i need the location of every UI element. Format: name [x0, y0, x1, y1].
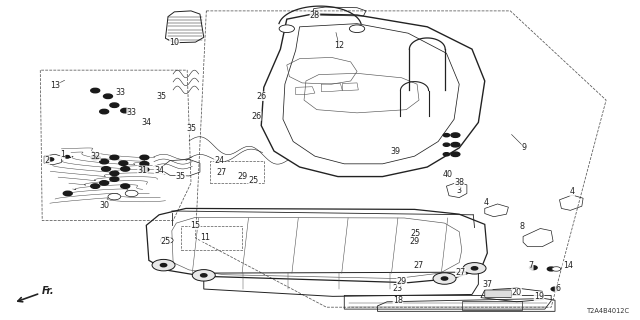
Circle shape: [47, 158, 54, 161]
Circle shape: [100, 159, 109, 164]
Text: 33: 33: [116, 88, 125, 97]
FancyBboxPatch shape: [484, 290, 511, 298]
Circle shape: [63, 191, 72, 196]
Circle shape: [451, 133, 460, 137]
Text: Fr.: Fr.: [42, 286, 54, 296]
Circle shape: [125, 190, 138, 197]
Text: 27: 27: [414, 261, 424, 270]
Circle shape: [444, 133, 450, 137]
Text: 40: 40: [443, 170, 452, 179]
Text: T2A4B4012C: T2A4B4012C: [587, 308, 630, 314]
Circle shape: [161, 237, 173, 244]
Circle shape: [200, 274, 207, 277]
Text: 18: 18: [393, 296, 403, 305]
Text: 25: 25: [161, 237, 171, 246]
Circle shape: [192, 270, 215, 281]
Circle shape: [161, 264, 167, 267]
Circle shape: [91, 184, 100, 188]
Circle shape: [279, 25, 294, 33]
Text: 29: 29: [397, 277, 407, 286]
Circle shape: [100, 109, 109, 114]
Text: 38: 38: [454, 179, 464, 188]
Text: 2: 2: [45, 156, 50, 164]
Bar: [210, 161, 264, 183]
Circle shape: [463, 263, 486, 274]
Text: 13: 13: [50, 81, 60, 90]
Circle shape: [529, 266, 537, 270]
Circle shape: [110, 177, 119, 181]
Text: 35: 35: [157, 92, 166, 101]
Text: 14: 14: [563, 261, 573, 270]
Text: 4: 4: [484, 197, 488, 206]
Text: 37: 37: [483, 280, 492, 289]
Text: 8: 8: [519, 222, 524, 231]
Circle shape: [140, 167, 149, 172]
Text: 3: 3: [457, 186, 461, 195]
Text: 11: 11: [200, 233, 210, 242]
Text: 6: 6: [555, 284, 560, 292]
Text: 20: 20: [511, 288, 522, 297]
Text: 35: 35: [186, 124, 196, 133]
Text: 32: 32: [90, 152, 100, 161]
Circle shape: [349, 25, 365, 33]
Circle shape: [547, 267, 555, 271]
Text: 15: 15: [191, 221, 200, 230]
Circle shape: [444, 153, 450, 156]
Text: 9: 9: [522, 143, 527, 152]
Circle shape: [140, 155, 149, 160]
Text: 10: 10: [170, 38, 179, 47]
Text: 33: 33: [127, 108, 136, 117]
Circle shape: [451, 152, 460, 156]
Circle shape: [140, 162, 149, 166]
Circle shape: [119, 161, 128, 165]
Text: 24: 24: [214, 156, 224, 165]
Circle shape: [444, 143, 450, 146]
Text: 29: 29: [237, 172, 247, 181]
Circle shape: [451, 142, 460, 147]
Circle shape: [442, 277, 448, 280]
Circle shape: [121, 184, 130, 188]
Text: 7: 7: [528, 261, 533, 270]
Text: 39: 39: [390, 147, 401, 156]
Text: 30: 30: [99, 201, 109, 210]
Circle shape: [121, 108, 130, 113]
Bar: [462, 301, 522, 310]
Circle shape: [100, 181, 109, 185]
Circle shape: [121, 167, 130, 171]
Text: 26: 26: [256, 92, 266, 101]
Text: 28: 28: [310, 12, 320, 20]
Text: 4: 4: [570, 188, 575, 196]
Bar: [180, 226, 242, 250]
Text: 23: 23: [393, 284, 403, 292]
Circle shape: [551, 287, 559, 291]
Circle shape: [152, 260, 175, 271]
Text: 35: 35: [176, 172, 186, 181]
Circle shape: [102, 167, 111, 171]
Circle shape: [65, 156, 70, 158]
Circle shape: [552, 267, 561, 271]
Text: 1: 1: [60, 150, 65, 159]
Text: 19: 19: [534, 292, 544, 301]
Text: 27: 27: [216, 168, 226, 177]
Circle shape: [433, 273, 456, 284]
Text: 25: 25: [248, 176, 259, 185]
Circle shape: [110, 103, 119, 108]
Circle shape: [104, 94, 113, 99]
Text: 34: 34: [141, 118, 151, 127]
Text: 26: 26: [251, 112, 261, 121]
Text: 31: 31: [138, 166, 147, 175]
Text: 27: 27: [456, 268, 466, 277]
Text: 12: 12: [334, 41, 344, 51]
Circle shape: [110, 171, 119, 176]
Text: 29: 29: [410, 237, 420, 246]
Circle shape: [471, 267, 477, 270]
Circle shape: [108, 194, 121, 200]
Circle shape: [91, 155, 100, 160]
Circle shape: [91, 88, 100, 93]
Text: 34: 34: [154, 166, 164, 175]
Text: 25: 25: [411, 229, 421, 238]
Circle shape: [110, 155, 119, 160]
